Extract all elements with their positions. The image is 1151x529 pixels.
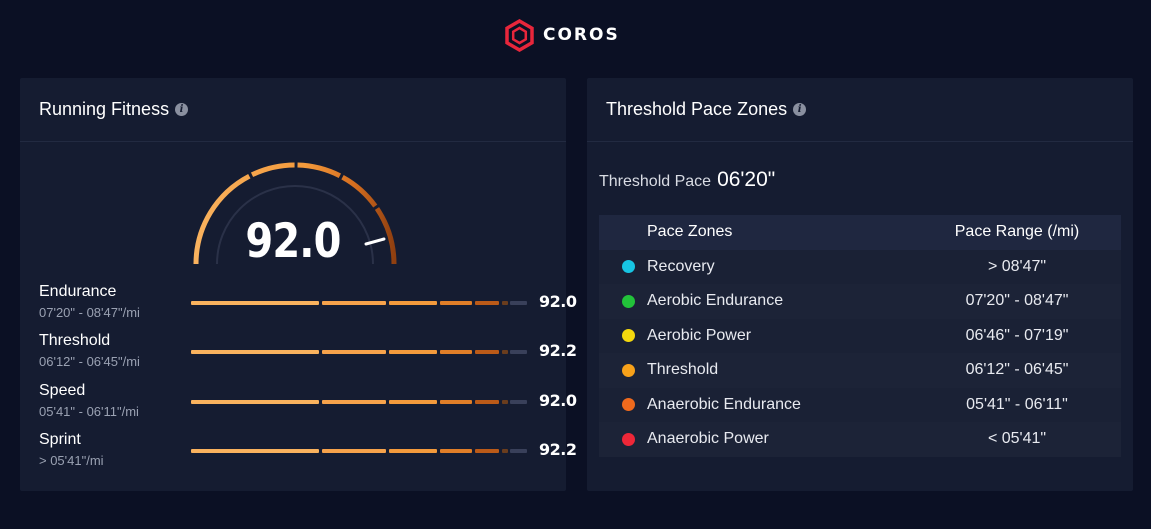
- zone-color-dot: [622, 329, 635, 343]
- threshold-pace-value: 06'20": [717, 168, 776, 191]
- coros-logo: COROS: [503, 17, 620, 53]
- zone-color-dot: [622, 294, 635, 308]
- fitness-row-value: 92.2: [539, 440, 577, 459]
- table-row: Threshold 06'12" - 06'45": [599, 353, 1121, 388]
- zone-name: Threshold: [647, 361, 719, 379]
- pace-zones-table: Pace Zones Pace Range (/mi) Recovery > 0…: [599, 215, 1121, 457]
- info-icon[interactable]: i: [793, 103, 807, 116]
- zone-range: 06'46" - 07'19": [965, 326, 1069, 344]
- gauge-outer-arc: [193, 162, 397, 265]
- zone-name: Aerobic Endurance: [647, 292, 784, 310]
- zone-range: 05'41" - 06'11": [966, 395, 1068, 413]
- fitness-row-name: Threshold: [39, 332, 111, 349]
- table-row: Anaerobic Power < 05'41": [599, 422, 1121, 457]
- zone-color-dot: [622, 398, 635, 412]
- fitness-row-endurance: Endurance 07'20" - 08'47"/mi 92.0: [39, 283, 577, 329]
- fitness-row-range: 05'41" - 06'11"/mi: [39, 404, 139, 419]
- column-header-range: Pace Range (/mi): [954, 223, 1080, 241]
- zone-color-dot: [622, 363, 635, 377]
- fitness-row-value: 92.0: [539, 292, 577, 311]
- table-header: Pace Zones Pace Range (/mi): [599, 215, 1121, 250]
- fitness-row-range: 07'20" - 08'47"/mi: [39, 305, 140, 320]
- fitness-score: 92.0: [245, 214, 341, 269]
- fitness-row-name: Speed: [39, 382, 86, 399]
- fitness-progress-bar: [191, 350, 527, 354]
- running-fitness-title: Running Fitness: [39, 99, 170, 119]
- threshold-pace-zones-header: Threshold Pace Zones i: [587, 78, 1133, 142]
- threshold-pace-zones-title: Threshold Pace Zones: [606, 99, 788, 119]
- zone-name: Anaerobic Power: [647, 430, 769, 448]
- coros-hexagon-icon: [505, 18, 534, 52]
- table-row: Anaerobic Endurance 05'41" - 06'11": [599, 387, 1121, 422]
- fitness-row-speed: Speed 05'41" - 06'11"/mi 92.0: [39, 382, 577, 428]
- table-row: Aerobic Endurance 07'20" - 08'47": [599, 284, 1121, 319]
- threshold-pace-zones-card: Threshold Pace Zones i Threshold Pace 06…: [587, 78, 1133, 491]
- table-row: Aerobic Power 06'46" - 07'19": [599, 318, 1121, 353]
- zone-name: Recovery: [647, 257, 715, 275]
- fitness-progress-bar: [191, 301, 527, 305]
- fitness-row-range: > 05'41"/mi: [39, 453, 104, 468]
- column-header-zone: Pace Zones: [647, 223, 733, 241]
- zone-name: Anaerobic Endurance: [647, 395, 801, 413]
- zone-name: Aerobic Power: [647, 326, 752, 344]
- running-fitness-header: Running Fitness i: [20, 78, 566, 142]
- zone-range: > 08'47": [987, 257, 1047, 275]
- running-fitness-card: Running Fitness i 92.0 Endurance 07'20" …: [20, 78, 577, 491]
- zone-range: 06'12" - 06'45": [965, 361, 1069, 379]
- fitness-row-value: 92.0: [539, 391, 577, 410]
- gauge-needle: [364, 237, 386, 246]
- zone-color-dot: [622, 432, 635, 446]
- fitness-row-name: Sprint: [39, 431, 81, 448]
- zone-color-dot: [622, 260, 635, 274]
- fitness-row-name: Endurance: [39, 283, 117, 300]
- brand-name: COROS: [543, 25, 620, 45]
- gauge-inner-track: [216, 185, 374, 265]
- fitness-gauge: [193, 162, 397, 265]
- fitness-row-threshold: Threshold 06'12" - 06'45"/mi 92.2: [39, 332, 577, 378]
- threshold-pace-label: Threshold Pace: [599, 173, 712, 190]
- zone-range: < 05'41": [987, 430, 1047, 448]
- fitness-row-value: 92.2: [539, 341, 577, 360]
- fitness-progress-bar: [191, 400, 527, 404]
- threshold-pace-summary: Threshold Pace 06'20": [599, 168, 775, 192]
- info-icon[interactable]: i: [175, 103, 189, 116]
- fitness-row-sprint: Sprint > 05'41"/mi 92.2: [39, 431, 577, 477]
- zone-range: 07'20" - 08'47": [965, 292, 1069, 310]
- fitness-row-range: 06'12" - 06'45"/mi: [39, 354, 140, 369]
- table-row: Recovery > 08'47": [599, 249, 1121, 284]
- fitness-progress-bar: [191, 449, 527, 453]
